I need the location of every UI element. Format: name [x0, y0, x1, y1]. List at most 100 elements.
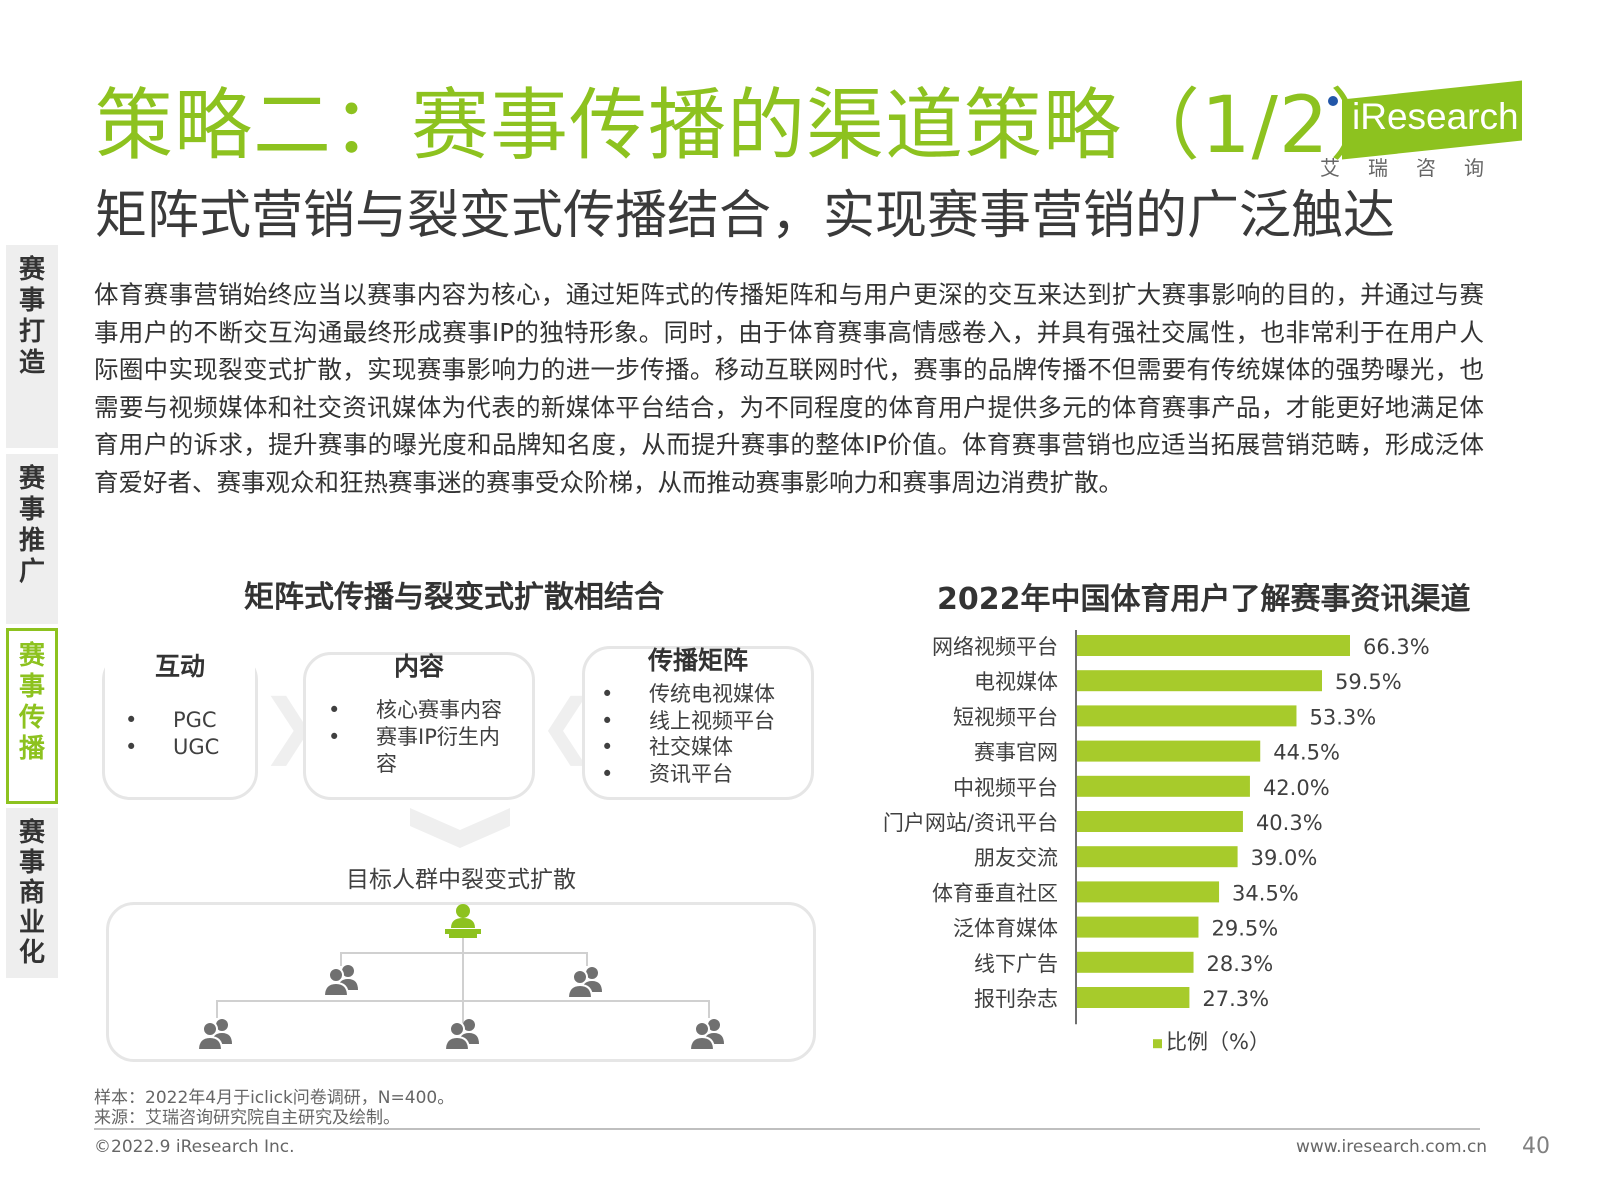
iresearch-logo: iResearch 艾瑞咨询: [1320, 80, 1530, 192]
sidebar-char: 广: [18, 557, 45, 587]
data-label: 59.5%: [1335, 670, 1402, 694]
matrix-list: 传统电视媒体 线上视频平台 社交媒体 资讯平台: [601, 681, 806, 787]
category-label: 报刊杂志: [974, 987, 1058, 1011]
sidebar-char: 赛: [18, 255, 45, 285]
tree-line: [216, 1000, 218, 1018]
list-item: UGC: [125, 734, 219, 761]
sidebar-char: 造: [18, 348, 45, 378]
sidebar-char: 事: [18, 848, 45, 878]
interaction-list: PGC UGC: [125, 707, 219, 761]
diagram-title: 矩阵式传播与裂变式扩散相结合: [244, 580, 664, 615]
sidebar-char: 打: [18, 317, 45, 347]
content-list: 核心赛事内容 赛事IP衍生内容: [328, 697, 518, 778]
legend-label: 比例（%）: [1166, 1030, 1270, 1054]
group-icon: [688, 1019, 724, 1051]
sample-note: 样本：2022年4月于iclick问卷调研，N=400。: [94, 1088, 455, 1108]
sidebar-char: 赛: [18, 464, 45, 494]
logo-dot-icon: [1328, 96, 1338, 106]
chart-title: 2022年中国体育用户了解赛事资讯渠道: [937, 582, 1471, 617]
category-label: 网络视频平台: [932, 635, 1058, 659]
legend-swatch: [1153, 1039, 1162, 1049]
footer-divider: [94, 1128, 1480, 1130]
list-item: 核心赛事内容: [328, 697, 518, 724]
category-label: 体育垂直社区: [932, 881, 1058, 905]
spread-label: 目标人群中裂变式扩散: [346, 867, 576, 893]
list-item: 资讯平台: [601, 761, 806, 788]
tree-line: [462, 938, 464, 1024]
bar-chart: 网络视频平台 66.3% 电视媒体 59.5% 短视频平台 53.3% 赛事官网 44.5% 中…: [883, 630, 1430, 1054]
sidebar-item-event-communication[interactable]: 赛 事 传 播: [6, 628, 58, 804]
copyright: ©2022.9 iResearch Inc.: [94, 1137, 295, 1157]
bar: [1077, 775, 1250, 797]
content-box-title: 内容: [393, 652, 444, 681]
list-item: 赛事IP衍生内容: [328, 724, 518, 778]
sidebar-char: 事: [18, 672, 45, 702]
sidebar-char: 赛: [18, 641, 45, 671]
sidebar-char: 事: [18, 286, 45, 316]
logo-brand-text: iResearch: [1352, 96, 1519, 137]
content-box: 内容 核心赛事内容 赛事IP衍生内容: [303, 652, 535, 800]
sidebar-char: 传: [18, 703, 45, 733]
list-item: 社交媒体: [601, 734, 806, 761]
data-label: 28.3%: [1207, 952, 1274, 976]
page-number: 40: [1522, 1134, 1550, 1159]
data-label: 27.3%: [1202, 987, 1269, 1011]
category-label: 线下广告: [974, 952, 1058, 976]
chevron-down-icon: [410, 808, 510, 848]
bar: [1077, 951, 1194, 973]
sidebar-char: 化: [18, 938, 45, 968]
tree-line: [340, 952, 342, 966]
category-label: 短视频平台: [953, 705, 1058, 729]
data-label: 53.3%: [1309, 705, 1376, 729]
website-link[interactable]: www.iresearch.com.cn: [1296, 1137, 1488, 1157]
category-label: 朋友交流: [974, 846, 1058, 870]
sidebar-char: 事: [18, 495, 45, 525]
tree-line: [708, 1000, 710, 1018]
category-label: 赛事官网: [974, 741, 1058, 765]
sidebar-char: 业: [18, 908, 45, 938]
list-item: 线上视频平台: [601, 708, 806, 735]
data-label: 42.0%: [1263, 776, 1330, 800]
group-icon: [322, 965, 358, 997]
category-label: 中视频平台: [953, 776, 1058, 800]
body-paragraph: 体育赛事营销始终应当以赛事内容为核心，通过矩阵式的传播矩阵和与用户更深的交互来达…: [94, 280, 1484, 497]
tree-line: [340, 952, 586, 954]
bar: [1077, 916, 1199, 938]
data-label: 34.5%: [1232, 881, 1299, 905]
page-title: 策略二：赛事传播的渠道策略（1/2）: [95, 81, 1409, 171]
bar: [1077, 705, 1297, 727]
bar: [1077, 846, 1238, 868]
matrix-box: 传播矩阵 传统电视媒体 线上视频平台 社交媒体 资讯平台: [582, 646, 814, 800]
sidebar-char: 商: [18, 878, 45, 908]
bar: [1077, 987, 1190, 1008]
group-icon: [566, 967, 602, 999]
group-icon: [443, 1019, 479, 1051]
data-label: 66.3%: [1363, 635, 1430, 659]
bar: [1077, 740, 1261, 762]
category-label: 泛体育媒体: [953, 917, 1058, 941]
data-label: 39.0%: [1251, 846, 1318, 870]
spread-tree-box: [106, 902, 816, 1062]
bar: [1077, 881, 1220, 903]
list-item: PGC: [125, 707, 219, 734]
sidebar-item-event-commercialization[interactable]: 赛 事 商 业 化: [6, 808, 58, 978]
bar: [1077, 811, 1243, 832]
data-label: 44.5%: [1273, 741, 1340, 765]
category-label: 门户网站/资讯平台: [883, 811, 1058, 835]
data-label: 40.3%: [1256, 811, 1323, 835]
group-icon: [196, 1019, 232, 1051]
speaker-person-icon: [445, 904, 481, 938]
bar: [1077, 670, 1322, 692]
source-note: 来源：艾瑞咨询研究院自主研究及绘制。: [94, 1108, 400, 1128]
matrix-box-title: 传播矩阵: [647, 646, 748, 675]
sidebar-char: 赛: [18, 818, 45, 848]
interaction-box: 互动 PGC UGC: [102, 647, 258, 800]
page-subtitle: 矩阵式营销与裂变式传播结合，实现赛事营销的广泛触达: [95, 186, 1396, 246]
sidebar-item-event-promotion[interactable]: 赛 事 推 广: [6, 454, 58, 624]
logo-cn-text: 艾瑞咨询: [1320, 156, 1512, 180]
sidebar-item-event-creation[interactable]: 赛 事 打 造: [6, 245, 58, 448]
sidebar-char: 播: [18, 734, 45, 764]
category-label: 电视媒体: [974, 670, 1058, 694]
bar: [1077, 635, 1350, 656]
tree-line: [216, 1000, 710, 1002]
